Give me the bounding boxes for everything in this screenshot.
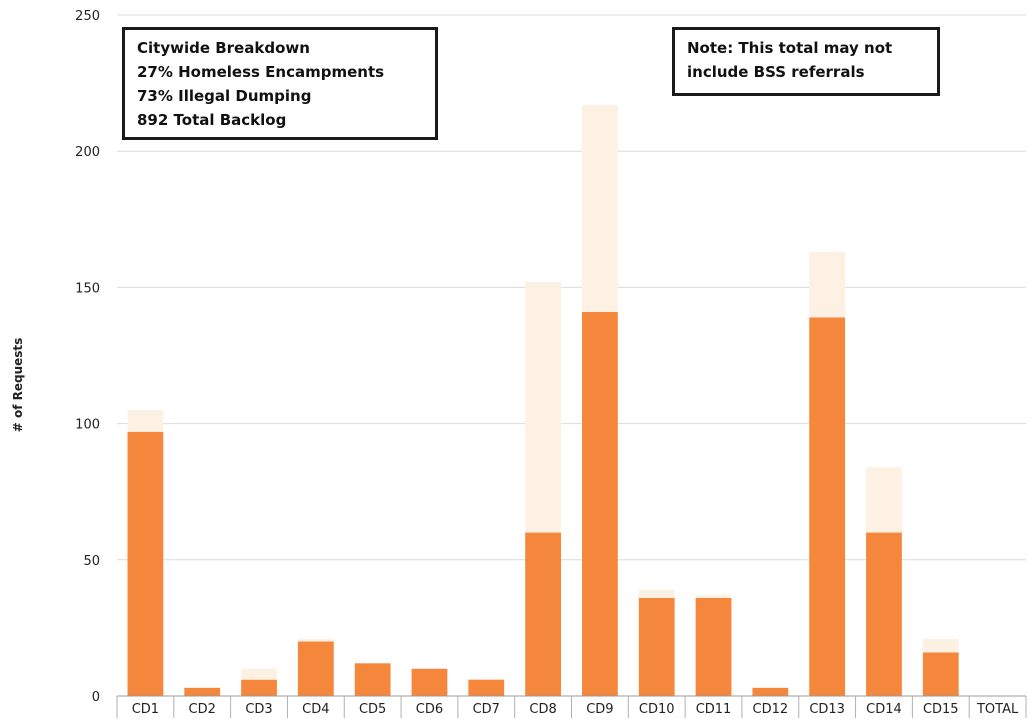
x-tick-label: CD1: [132, 702, 159, 717]
bars: [127, 104, 959, 696]
breakdown-total: 892 Total Backlog: [137, 111, 287, 129]
bar-cd10-segment-2: [638, 589, 675, 598]
citywide-breakdown-box: Citywide Breakdown 27% Homeless Encampme…: [122, 27, 438, 140]
breakdown-encampments: 27% Homeless Encampments: [137, 63, 385, 81]
bar-cd9-segment-2: [582, 104, 618, 312]
bar-cd11-segment-2: [695, 595, 732, 598]
bar-cd14-segment-1: [866, 532, 902, 696]
x-tick-label: CD10: [639, 702, 675, 717]
x-tick-label: CD12: [753, 702, 789, 717]
bar-cd3-segment-1: [241, 679, 277, 696]
bar-cd1-segment-1: [127, 431, 164, 696]
breakdown-dumping: 73% Illegal Dumping: [137, 87, 312, 105]
note-line-1: Note: This total may not: [687, 39, 893, 57]
y-tick-label: 150: [75, 281, 100, 296]
bar-cd13-segment-1: [809, 317, 846, 696]
x-tick-label: TOTAL: [976, 702, 1019, 717]
y-axis-label: # of Requests: [11, 338, 25, 433]
bar-cd5-segment-1: [354, 663, 391, 696]
x-tick-label: CD6: [416, 702, 443, 717]
y-tick-label: 50: [83, 554, 100, 569]
x-tick-label: CD13: [809, 702, 845, 717]
note-line-2: include BSS referrals: [687, 63, 865, 81]
y-tick-label: 0: [92, 690, 100, 705]
bar-cd14-segment-2: [866, 467, 902, 533]
y-tick-label: 200: [75, 145, 100, 160]
bar-cd4-segment-1: [297, 641, 334, 696]
bar-cd11-segment-1: [695, 597, 732, 696]
x-tick-label: CD14: [866, 702, 902, 717]
bar-cd9-segment-1: [582, 311, 618, 696]
bar-cd13-segment-2: [809, 251, 846, 318]
bar-cd1-segment-2: [127, 409, 164, 432]
x-tick-label: CD4: [302, 702, 329, 717]
bar-cd3-segment-2: [241, 668, 277, 680]
bar-cd4-segment-2: [297, 638, 334, 642]
bar-cd7-segment-1: [468, 679, 505, 696]
bar-cd12-segment-1: [752, 687, 789, 696]
x-tick-label: CD8: [529, 702, 556, 717]
x-tick-label: CD11: [696, 702, 732, 717]
x-tick-label: CD5: [359, 702, 386, 717]
axes: [116, 695, 1027, 718]
bar-cd6-segment-1: [411, 668, 448, 696]
bar-cd15-segment-2: [922, 638, 959, 653]
bar-cd8-segment-1: [525, 532, 561, 696]
y-tick-label: 100: [75, 418, 100, 433]
x-tick-label: CD7: [473, 702, 500, 717]
x-tick-label: CD15: [923, 702, 959, 717]
y-tick-labels: 0 50 100 150 200 250: [75, 9, 100, 705]
bar-cd15-segment-1: [922, 652, 959, 696]
bar-cd8-segment-2: [525, 281, 561, 533]
x-tick-label: CD3: [245, 702, 272, 717]
bar-cd10-segment-1: [638, 597, 675, 696]
x-tick-label: CD9: [586, 702, 613, 717]
x-tick-label: CD2: [189, 702, 216, 717]
y-tick-label: 250: [75, 9, 100, 24]
breakdown-title: Citywide Breakdown: [137, 39, 310, 57]
bar-cd2-segment-1: [184, 687, 221, 696]
note-box: Note: This total may not include BSS ref…: [672, 27, 940, 96]
x-tick-labels: CD1 CD2 CD3 CD4 CD5 CD6 CD7 CD8 CD9 CD10 CD11 CD12 C…: [132, 702, 1019, 717]
